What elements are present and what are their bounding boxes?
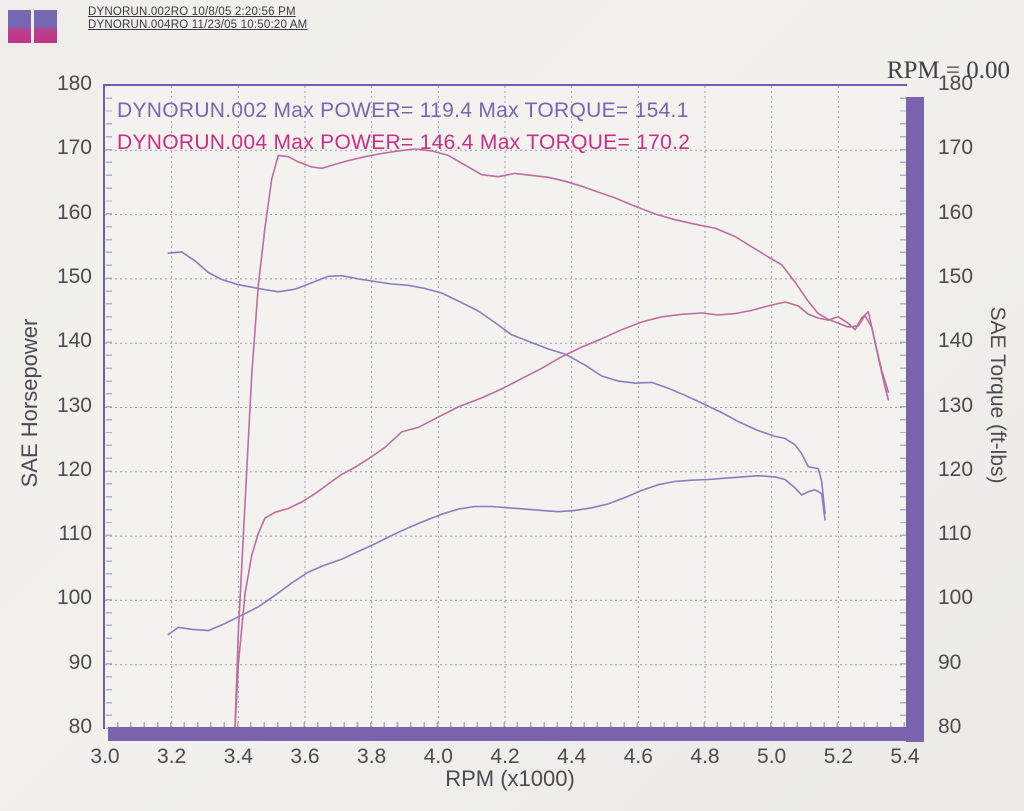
bottom-minor-ticks bbox=[105, 722, 905, 728]
x-tick-label-3.0: 3.0 bbox=[90, 745, 120, 768]
y-tick-label-right-80: 80 bbox=[938, 715, 962, 738]
run2-max-annotation: DYNORUN.004 Max POWER= 146.4 Max TORQUE=… bbox=[117, 131, 691, 154]
x-tick-label-5.4: 5.4 bbox=[890, 745, 920, 768]
x-tick-label-3.2: 3.2 bbox=[157, 745, 187, 768]
curve-dynorun-004-power-hp- bbox=[234, 301, 890, 729]
run1-max-annotation: DYNORUN.002 Max POWER= 119.4 Max TORQUE=… bbox=[117, 99, 689, 122]
run1-color-swatch bbox=[8, 10, 31, 43]
y-tick-label-left-150: 150 bbox=[56, 264, 92, 288]
run2-color-swatch bbox=[34, 10, 57, 43]
y-tick-label-right-160: 160 bbox=[938, 200, 974, 224]
x-tick-label-3.6: 3.6 bbox=[290, 745, 320, 768]
y-tick-label-right-140: 140 bbox=[938, 329, 974, 353]
x-tick-label-5.0: 5.0 bbox=[757, 745, 787, 768]
dyno-curves-canvas bbox=[105, 86, 905, 729]
file-entry-dynorun004[interactable]: DYNORUN.004RO 11/23/05 10:50:20 AM bbox=[88, 19, 308, 31]
y-tick-label-right-110: 110 bbox=[938, 522, 972, 546]
y-tick-label-left-80: 80 bbox=[68, 715, 92, 738]
y-tick-label-right-100: 100 bbox=[938, 586, 974, 610]
right-minor-ticks bbox=[900, 86, 906, 729]
y-tick-label-right-90: 90 bbox=[938, 650, 962, 674]
curve-dynorun-002-power-hp- bbox=[167, 474, 826, 636]
bottom-axis-bar bbox=[108, 727, 924, 741]
x-tick-label-4.2: 4.2 bbox=[490, 745, 520, 768]
y-tick-label-right-120: 120 bbox=[938, 457, 974, 481]
x-axis-title: RPM (x1000) bbox=[445, 766, 575, 791]
y-tick-label-left-170: 170 bbox=[56, 136, 92, 160]
y-tick-label-left-130: 130 bbox=[56, 393, 92, 417]
x-tick-label-4.4: 4.4 bbox=[557, 745, 587, 768]
rpm-readout: RPM = 0.00 bbox=[886, 57, 1010, 84]
y-axis-title-left: SAE Horsepower bbox=[17, 318, 42, 488]
y-tick-label-right-170: 170 bbox=[938, 136, 974, 160]
y-tick-label-left-160: 160 bbox=[56, 200, 92, 224]
x-tick-label-4.0: 4.0 bbox=[423, 745, 453, 768]
y-tick-label-left-100: 100 bbox=[56, 586, 92, 610]
y-tick-label-left-180: 180 bbox=[56, 72, 92, 95]
x-tick-label-4.8: 4.8 bbox=[690, 745, 720, 768]
x-tick-label-5.2: 5.2 bbox=[823, 745, 853, 768]
y-axis-title-right: SAE Torque (ft-lbs) bbox=[986, 306, 1009, 484]
plot-area: DYNORUN.002 Max POWER= 119.4 Max TORQUE=… bbox=[103, 84, 907, 729]
y-tick-label-right-180: 180 bbox=[938, 72, 974, 95]
x-tick-label-4.6: 4.6 bbox=[623, 745, 653, 768]
y-tick-label-left-120: 120 bbox=[56, 457, 92, 481]
curve-dynorun-004-torque-ft-lbs- bbox=[234, 148, 890, 729]
y-tick-label-left-110: 110 bbox=[58, 522, 92, 546]
y-tick-label-right-130: 130 bbox=[938, 393, 974, 417]
x-tick-label-3.8: 3.8 bbox=[357, 745, 387, 768]
y-tick-label-left-140: 140 bbox=[56, 329, 92, 353]
rpm-indicator-bar bbox=[906, 97, 924, 742]
y-tick-label-right-150: 150 bbox=[938, 264, 974, 288]
x-tick-label-3.4: 3.4 bbox=[223, 745, 253, 768]
run-color-swatches bbox=[8, 10, 60, 43]
file-legend: DYNORUN.002RO 10/8/05 2:20:56 PM DYNORUN… bbox=[8, 6, 307, 43]
file-entry-dynorun002[interactable]: DYNORUN.002RO 10/8/05 2:20:56 PM bbox=[88, 6, 296, 18]
y-tick-label-left-90: 90 bbox=[68, 650, 92, 674]
left-minor-ticks bbox=[106, 86, 112, 729]
curve-dynorun-002-torque-ft-lbs- bbox=[167, 251, 826, 515]
